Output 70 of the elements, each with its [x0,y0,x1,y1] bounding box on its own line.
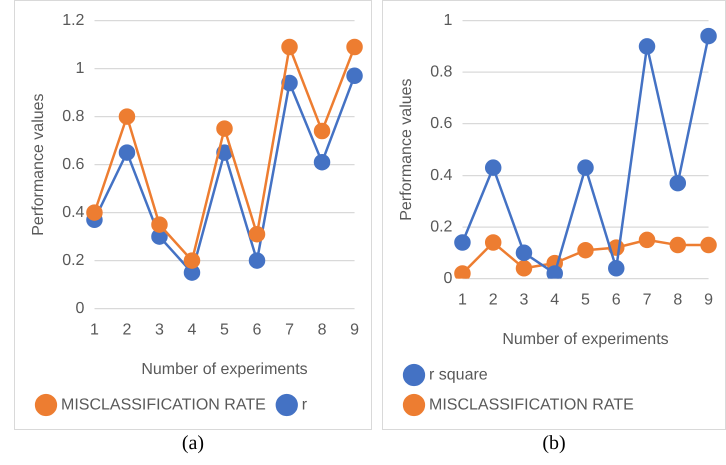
point [700,236,717,254]
y-tick-label: 1.2 [62,12,85,30]
y-tick-label: 0.4 [62,204,85,222]
point [608,260,625,277]
x-tick-label: 8 [673,292,682,309]
legend-label: r [302,396,308,414]
point [638,232,656,248]
legend-label: MISCLASSIFICATION RATE [61,396,266,414]
point [516,260,532,277]
point [577,159,594,176]
y-tick-label: 0 [76,300,85,318]
point [118,108,136,125]
x-tick-label: 5 [220,322,230,339]
point [314,154,330,170]
y-tick-label: 0.8 [430,64,453,81]
point [151,216,168,233]
x-tick-label: 9 [704,292,714,309]
point [516,244,532,262]
x-tick-label: 3 [520,292,529,309]
point [314,122,330,140]
x-tick-label: 1 [458,292,467,309]
point [346,68,363,84]
y-axis-title: Performance values [398,78,416,221]
point [638,38,656,55]
point [281,38,298,56]
point [346,38,363,56]
x-tick-label: 6 [252,322,262,339]
point [546,265,563,279]
text: (b) [542,432,566,455]
x-tick-label: 4 [188,322,197,339]
x-tick-label: 5 [581,292,590,309]
y-tick-label: 0.6 [430,115,453,132]
point [484,159,502,176]
y-tick-label: 0.4 [430,166,453,184]
x-tick-label: 3 [155,322,164,339]
point [118,144,136,161]
point [670,236,686,254]
point [577,242,594,258]
x-tick-label: 7 [642,292,652,309]
point [216,120,233,137]
x-tick-label: 9 [350,322,360,339]
y-tick-label: 0.6 [62,156,85,174]
point [670,174,686,192]
y-tick-label: 1 [76,60,85,78]
y-axis-title: Performance values [30,93,48,236]
y-tick-label: 1 [444,12,453,30]
x-tick-label: 2 [122,322,132,339]
x-tick-label: 8 [318,322,327,339]
x-tick-label: 2 [488,292,498,309]
point [248,252,266,269]
point [248,226,266,242]
point [454,265,471,279]
x-tick-label: 7 [285,322,294,339]
y-tick-label: 0 [444,270,453,288]
x-axis-title: Number of experiments [502,330,669,348]
text: (a) [182,432,204,455]
x-tick-label: 4 [550,292,560,309]
x-axis-title: Number of experiments [141,360,308,378]
point [484,234,502,251]
legend-label: r square [429,366,488,384]
x-tick-label: 1 [90,322,99,339]
point [184,252,200,269]
point [700,28,717,44]
y-tick-label: 0.2 [62,252,85,270]
legend-label: MISCLASSIFICATION RATE [429,396,634,414]
point [86,204,103,221]
y-tick-label: 0.8 [62,108,85,126]
point [454,234,471,251]
y-tick-label: 0.2 [430,218,453,236]
x-tick-label: 6 [612,292,621,309]
